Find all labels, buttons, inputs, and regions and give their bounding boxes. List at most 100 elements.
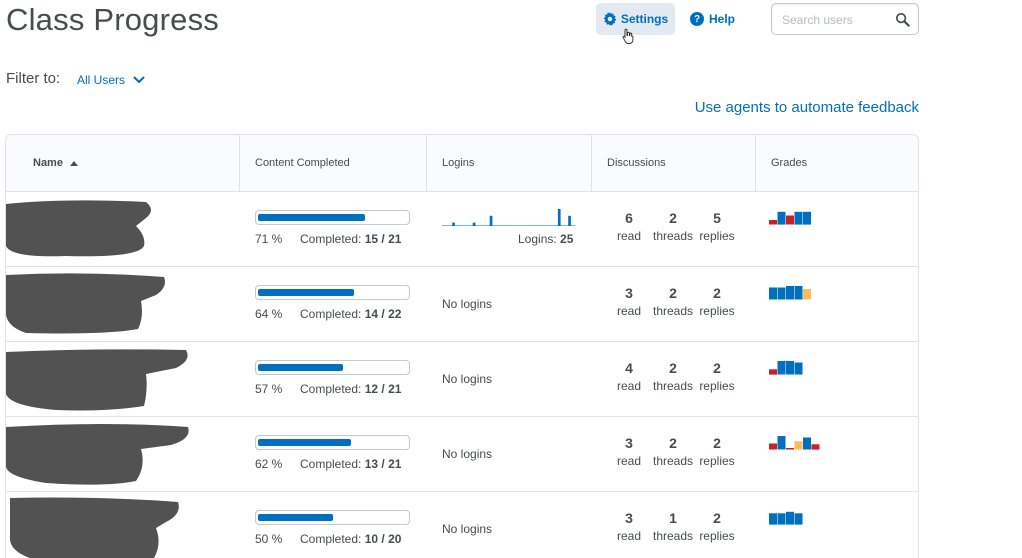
chevron-down-icon [133,76,145,83]
logins-count: Logins: 25 [518,232,574,246]
login-bar [557,209,561,226]
progress-fill [258,364,343,371]
redacted-name [6,424,189,485]
progress-fill [258,439,351,446]
filter-value: All Users [77,73,126,87]
gear-icon [603,12,617,26]
grade-bar [786,215,794,225]
page-title: Class Progress [6,2,219,37]
grades-chart [769,511,803,525]
grade-bar [803,289,811,300]
grade-bar [777,436,786,450]
percent-complete: 50 % [255,532,283,546]
content-progress-bar [255,285,410,300]
content-progress-bar [255,435,410,450]
redacted-name [6,200,151,257]
filter-dropdown[interactable]: All Users [77,73,145,87]
logins-sparkline [442,209,575,226]
discussion-replies: 2 replies [699,360,735,393]
help-label: Help [709,12,736,26]
search-box [771,3,919,35]
grade-bar [794,362,803,375]
percent-complete: 62 % [255,457,283,471]
completed-count: Completed: 12 / 21 [300,382,402,396]
discussion-threads: 2 threads [652,210,694,243]
percent-complete: 57 % [255,382,283,396]
progress-fill [258,289,354,296]
grade-bar [769,443,777,450]
table-row: 62 % Completed: 13 / 21 No logins 3 read 2… [6,417,918,492]
discussion-threads: 2 threads [652,435,694,468]
grade-bar [769,220,777,225]
grades-chart [769,211,811,225]
login-bar [568,215,571,226]
progress-table: Name Content Completed Logins Discussion… [5,134,919,558]
table-row: 50 % Completed: 10 / 20 No logins 3 read 1… [6,492,918,558]
settings-label: Settings [620,12,669,26]
grade-bar [769,513,777,525]
no-logins-label: No logins [442,522,493,536]
grade-bar [786,511,794,525]
discussion-read: 3 read [616,510,642,543]
grade-bar [794,211,803,225]
grade-bar [786,448,794,450]
no-logins-label: No logins [442,372,493,386]
redacted-name [6,273,165,334]
login-bar [489,215,493,226]
grades-chart [769,436,820,450]
grades-chart [769,361,803,375]
filter-label: Filter to: [6,70,61,87]
content-progress-bar [255,360,410,375]
table-row: 71 % Completed: 15 / 21 Logins: 25 6 read … [6,192,918,267]
discussion-read: 6 read [616,210,642,243]
grade-bar [777,287,786,300]
help-icon: ? [690,12,704,26]
sort-ascending-icon [69,160,78,166]
column-header-content: Content Completed [239,135,426,191]
table-row: 64 % Completed: 14 / 22 No logins 3 read 2… [6,267,918,342]
redacted-name [6,349,188,411]
grade-bar [769,287,777,300]
discussion-replies: 2 replies [699,510,735,543]
grade-bar [786,361,794,375]
column-header-discussions: Discussions [591,135,755,191]
search-input[interactable] [782,11,892,29]
percent-complete: 64 % [255,307,283,321]
help-button[interactable]: ? Help [690,10,735,28]
settings-button[interactable]: Settings [596,3,675,35]
discussion-replies: 2 replies [699,285,735,318]
grade-bar [803,211,811,225]
table-row: 57 % Completed: 12 / 21 No logins 4 read 2… [6,342,918,417]
column-header-name[interactable]: Name [6,135,239,191]
discussion-threads: 1 threads [652,510,694,543]
login-bar [452,222,455,226]
discussion-read: 4 read [616,360,642,393]
discussion-replies: 5 replies [699,210,735,243]
column-header-grades: Grades [755,135,918,191]
login-bar [472,222,476,226]
discussion-threads: 2 threads [652,285,694,318]
grade-bar [794,286,803,300]
content-progress-bar [255,510,410,525]
grade-bar [777,361,786,375]
completed-count: Completed: 10 / 20 [300,532,402,546]
progress-fill [258,214,365,221]
agents-feedback-link[interactable]: Use agents to automate feedback [694,99,919,116]
progress-fill [258,514,333,521]
no-logins-label: No logins [442,297,493,311]
hand-cursor-icon [622,28,634,44]
discussion-threads: 2 threads [652,360,694,393]
grade-bar [786,286,794,300]
completed-count: Completed: 15 / 21 [300,232,402,246]
grade-bar [811,444,820,450]
completed-count: Completed: 14 / 22 [300,307,402,321]
grade-bar [777,211,786,225]
column-header-logins: Logins [426,135,591,191]
grade-bar [777,513,786,525]
discussion-replies: 2 replies [699,435,735,468]
grades-chart [769,286,811,300]
table-header: Name Content Completed Logins Discussion… [6,135,918,192]
no-logins-label: No logins [442,447,493,461]
search-icon[interactable] [895,12,910,27]
grade-bar [794,513,803,525]
